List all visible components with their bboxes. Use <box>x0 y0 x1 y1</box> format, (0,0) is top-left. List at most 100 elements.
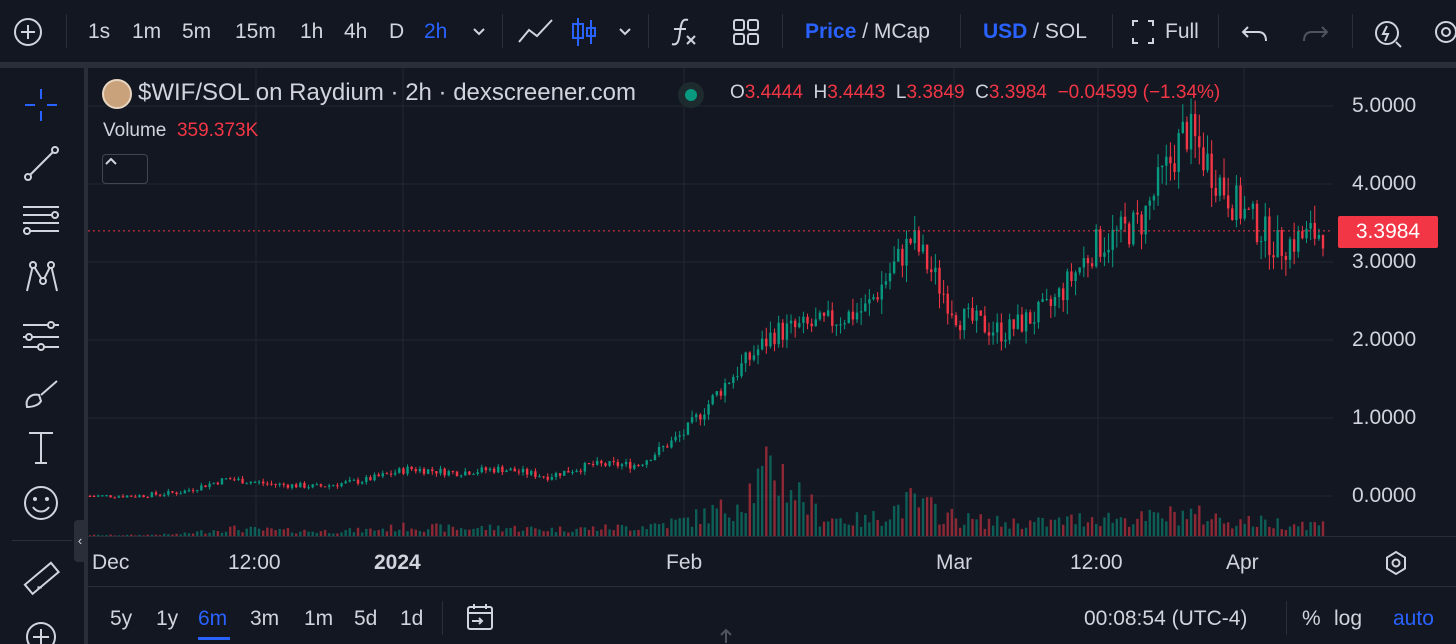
indicators-icon[interactable] <box>668 14 700 50</box>
volume-bar <box>307 531 310 536</box>
candle-body <box>105 495 108 497</box>
candle-body <box>983 315 987 333</box>
timeframe-1s[interactable]: 1s <box>88 20 111 43</box>
sol-option[interactable]: SOL <box>1044 20 1087 43</box>
volume-bar <box>154 534 158 536</box>
crosshair-icon[interactable] <box>18 82 64 128</box>
candle-body <box>204 485 207 488</box>
alert-clock-icon[interactable] <box>1372 14 1404 50</box>
candle-body <box>925 244 929 270</box>
volume-bar <box>1123 518 1127 536</box>
volume-bar <box>563 531 566 536</box>
collapse-toolbar-button[interactable]: ‹ <box>74 520 86 562</box>
volume-bar <box>629 530 632 536</box>
volume-bar <box>855 512 859 536</box>
forecast-icon[interactable] <box>18 312 64 358</box>
candle-body <box>855 312 859 320</box>
price-option[interactable]: Price <box>805 20 857 43</box>
add-symbol-icon[interactable] <box>12 16 44 52</box>
candle-body <box>505 470 508 473</box>
candle-body <box>921 244 925 252</box>
range-5y[interactable]: 5y <box>110 607 133 630</box>
timeframe-2h[interactable]: 2h <box>424 20 448 43</box>
toolbar-separator <box>782 14 783 48</box>
timeframe-4h[interactable]: 4h <box>344 20 368 43</box>
price-chart[interactable] <box>88 68 1456 644</box>
fib-retracement-icon[interactable] <box>18 196 64 242</box>
volume-bar <box>1251 526 1255 536</box>
range-1m[interactable]: 1m <box>304 607 334 630</box>
volume-bar <box>765 446 768 536</box>
candle-body <box>1094 229 1098 267</box>
volume-bar <box>385 531 389 536</box>
trend-line-icon[interactable] <box>18 140 64 186</box>
candle-body <box>97 495 100 497</box>
line-chart-icon[interactable] <box>516 14 556 50</box>
bottom-separator <box>442 601 443 635</box>
volume-bar <box>1136 518 1139 536</box>
fullscreen-button[interactable]: Full <box>1165 20 1199 43</box>
volume-bar <box>818 526 822 536</box>
volume-bar <box>616 524 620 536</box>
settings-gear-icon[interactable] <box>1430 14 1456 50</box>
volume-bar <box>967 513 970 536</box>
text-tool-icon[interactable] <box>18 424 64 470</box>
chevron-down-icon[interactable] <box>616 14 634 50</box>
timeframe-15m[interactable]: 15m <box>235 20 276 43</box>
clock-timezone[interactable]: 00:08:54 (UTC-4) <box>1084 607 1248 630</box>
zoom-in-icon[interactable] <box>18 612 64 644</box>
bottom-toolbar: 5y 1y 6m 3m 1m 5d 1d 00:08:54 (UTC-4) % … <box>88 586 1456 644</box>
range-6m[interactable]: 6m <box>198 607 228 630</box>
candle-body <box>579 470 582 472</box>
volume-bar <box>608 529 611 536</box>
candles-icon[interactable] <box>568 14 600 50</box>
volume-bar <box>781 463 784 536</box>
ruler-icon[interactable] <box>18 556 64 602</box>
volume-bar <box>1239 519 1242 536</box>
mcap-option[interactable]: MCap <box>873 20 930 43</box>
volume-bar <box>1280 529 1283 536</box>
timeframe-5m[interactable]: 5m <box>182 20 212 43</box>
volume-bar <box>422 531 426 536</box>
range-1y[interactable]: 1y <box>156 607 179 630</box>
layout-grid-icon[interactable] <box>730 14 762 50</box>
undo-icon[interactable] <box>1240 14 1270 50</box>
volume-bar <box>1214 513 1217 536</box>
volume-bar <box>513 525 516 536</box>
timeframe-d[interactable]: D <box>389 20 405 43</box>
volume-bar <box>942 523 945 536</box>
volume-bar <box>1305 530 1308 536</box>
percent-scale-toggle[interactable]: % <box>1302 607 1321 630</box>
emoji-icon[interactable] <box>18 480 64 526</box>
volume-bar <box>1062 524 1065 536</box>
candle-body <box>1185 121 1189 150</box>
currency-toggle[interactable]: USD / SOL <box>983 14 1087 50</box>
time-axis[interactable]: Dec 12:00 2024 Feb Mar 12:00 Apr <box>88 536 1456 586</box>
price-mcap-toggle[interactable]: Price / MCap <box>805 14 930 50</box>
candle-body <box>294 484 298 488</box>
timeframe-1h[interactable]: 1h <box>300 20 324 43</box>
candle-body <box>1115 229 1119 231</box>
candle-body <box>406 466 409 474</box>
candle-body <box>699 414 702 420</box>
chevron-down-icon[interactable] <box>470 14 488 50</box>
fullscreen-icon[interactable] <box>1130 14 1156 50</box>
candle-body <box>187 490 191 492</box>
candle-body <box>785 323 789 340</box>
brush-icon[interactable] <box>18 370 64 416</box>
volume-bar <box>546 531 549 536</box>
candle-body <box>558 473 562 476</box>
pattern-icon[interactable] <box>18 254 64 300</box>
chart-area[interactable]: $WIF/SOL on Raydium · 2h · dexscreener.c… <box>88 68 1456 644</box>
collapse-legend-button[interactable] <box>102 154 148 184</box>
range-3m[interactable]: 3m <box>250 607 280 630</box>
candle-body <box>624 461 628 465</box>
usd-option[interactable]: USD <box>983 20 1028 43</box>
auto-scale-toggle[interactable]: auto <box>1393 607 1434 630</box>
log-scale-toggle[interactable]: log <box>1334 607 1363 630</box>
redo-icon[interactable] <box>1300 14 1330 50</box>
timeframe-1m[interactable]: 1m <box>132 20 162 43</box>
range-5d[interactable]: 5d <box>354 607 378 630</box>
range-1d[interactable]: 1d <box>400 607 424 630</box>
candle-body <box>196 490 199 492</box>
